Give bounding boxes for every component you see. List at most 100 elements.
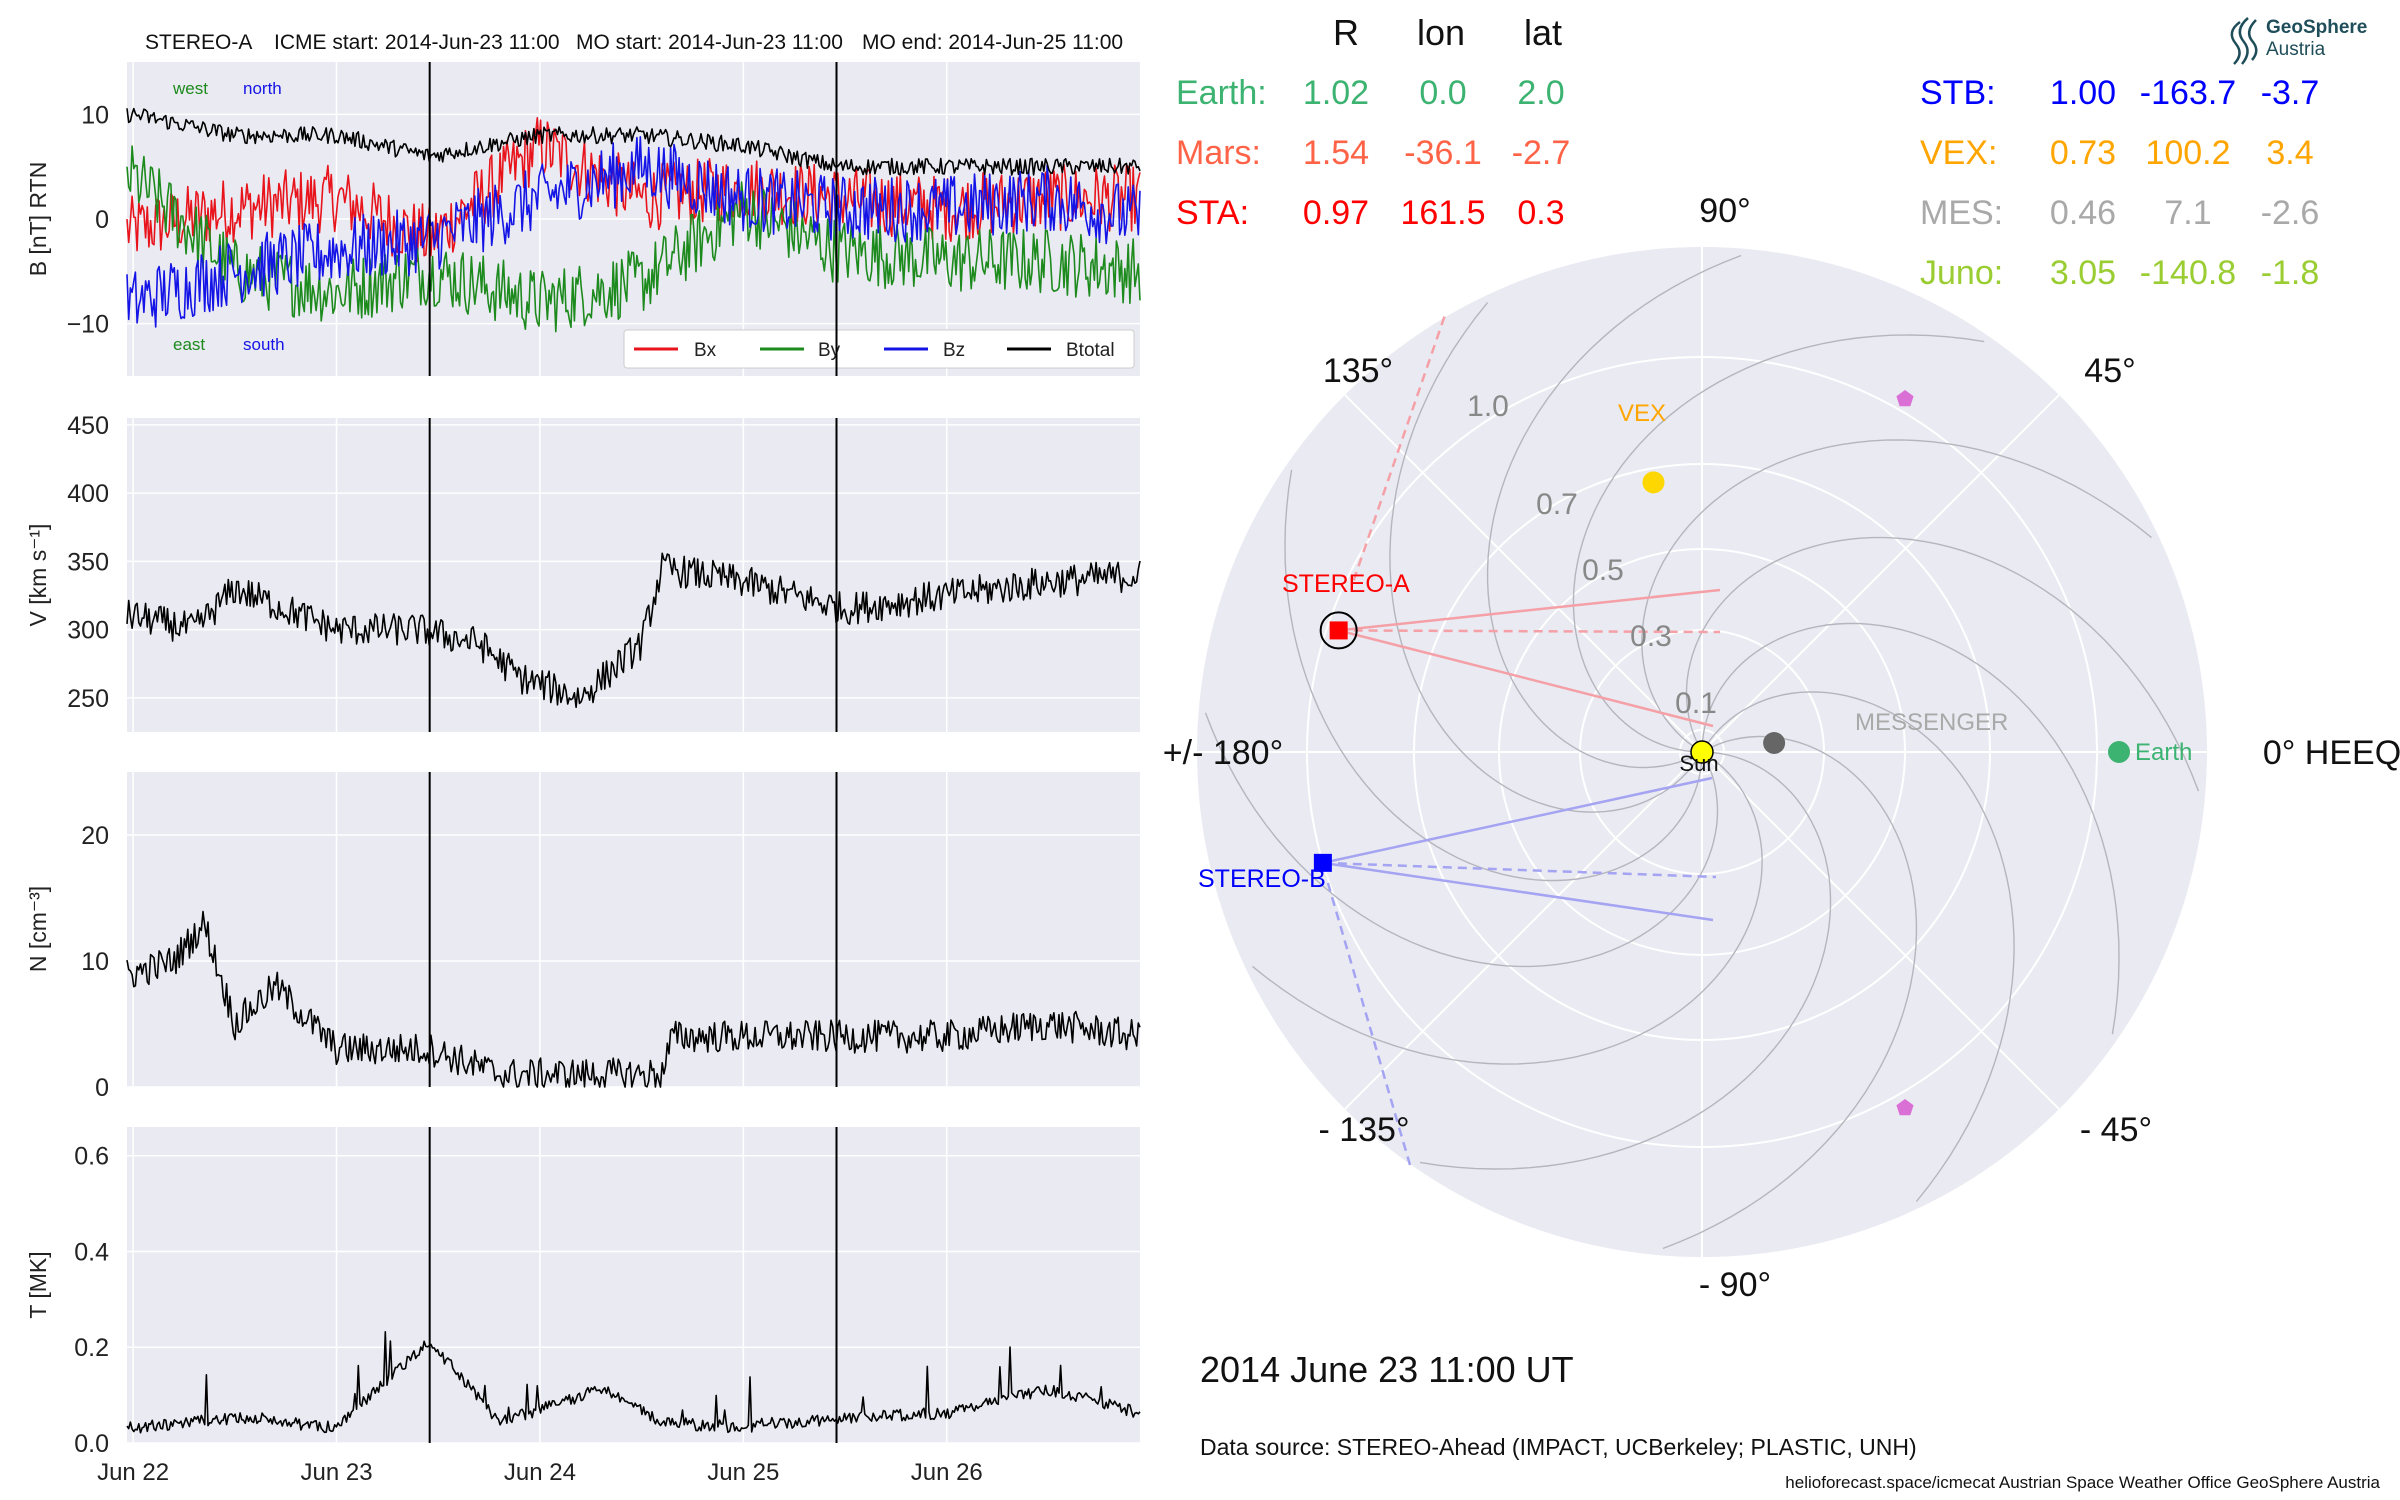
polar-marks <box>1313 314 2131 1166</box>
body-label-stereo-a: STEREO-A <box>1282 570 1410 598</box>
messenger-marker <box>1763 732 1786 755</box>
row-name: STB: <box>1920 74 1996 112</box>
label-north: north <box>243 79 282 98</box>
row-lat: 3.4 <box>2266 134 2313 172</box>
angle-label-0-heeq: 0° HEEQ <box>2263 734 2400 772</box>
x-tick-label: Jun 22 <box>97 1459 169 1486</box>
parker-spiral <box>1252 756 1763 1065</box>
y-tick-label: 10 <box>81 101 109 129</box>
row-r: 1.54 <box>1303 134 1369 172</box>
polar-spoke <box>1344 751 1703 1110</box>
b-legend: Bx By Bz Btotal <box>623 329 1135 369</box>
angle-label-minus90: - 90° <box>1699 1266 1771 1304</box>
y-tick-label: 20 <box>81 822 109 850</box>
stb-line-dashed <box>1322 861 1717 879</box>
y-tick-label: 0.0 <box>74 1430 109 1458</box>
legend-label-by: By <box>818 340 841 361</box>
stb-spiral-dashed <box>1326 882 1412 1166</box>
row-r: 1.02 <box>1303 74 1369 112</box>
angle-label-minus135: - 135° <box>1318 1111 1409 1149</box>
positions-table: R lon lat Earth: 1.02 0.0 2.0 Mars: 1.54… <box>1176 12 2319 292</box>
row-lat: -2.7 <box>1512 134 1571 172</box>
row-name: VEX: <box>1920 134 1997 172</box>
header-mo-start: MO start: 2014-Jun-23 11:00 <box>576 31 843 54</box>
parker-spiral <box>1204 712 1719 968</box>
header-spacecraft: STEREO-A <box>145 31 252 54</box>
sta-line-lower <box>1338 629 1714 728</box>
angle-label-90: 90° <box>1699 192 1750 230</box>
series-line-t <box>126 1331 1141 1434</box>
parker-spiral <box>1389 302 1698 813</box>
sta-line-upper <box>1338 588 1721 632</box>
parker-spiral <box>1419 751 1832 1170</box>
label-south: south <box>243 335 285 354</box>
event-lines <box>428 62 838 1443</box>
legend-label-bz: Bz <box>943 340 965 361</box>
row-lon: 100.2 <box>2145 134 2230 172</box>
legend-box <box>623 329 1135 369</box>
y-tick-label: 250 <box>67 685 109 713</box>
stb-line-lower <box>1322 861 1714 922</box>
series-line-bz <box>126 136 1141 328</box>
row-earth: Earth: 1.02 0.0 2.0 <box>1176 74 1565 112</box>
logo-line1: GeoSphere <box>2266 17 2367 38</box>
panel-v-background <box>127 418 1140 732</box>
row-r: 0.46 <box>2050 194 2116 232</box>
panel-n-background <box>127 772 1140 1087</box>
credits: helioforecast.space/icmecat Austrian Spa… <box>1785 1473 2380 1492</box>
logo-swirl-icon <box>2230 17 2258 65</box>
y-tick-label: 300 <box>67 617 109 645</box>
angle-label-135: 135° <box>1323 352 1393 390</box>
parker-spiral <box>1701 622 2120 1035</box>
parker-spiral <box>1486 254 1742 769</box>
radial-label-05: 0.5 <box>1582 554 1624 587</box>
panel-b-ylabel: B [nT] RTN <box>25 162 51 277</box>
parker-spiral <box>1706 691 2015 1202</box>
radial-label-03: 0.3 <box>1630 620 1672 653</box>
y-tick-label: 0 <box>95 1074 109 1102</box>
row-lat: 0.3 <box>1517 194 1564 232</box>
row-lon: 0.0 <box>1419 74 1466 112</box>
row-r: 0.97 <box>1303 194 1369 232</box>
row-name: STA: <box>1176 194 1249 232</box>
series-line-v <box>126 552 1141 709</box>
panel-t-background <box>127 1127 1140 1443</box>
x-tick-label: Jun 25 <box>707 1459 779 1486</box>
radial-label-10: 1.0 <box>1467 390 1509 423</box>
header-lon: lon <box>1417 12 1465 53</box>
panel-n-yticks: 20 10 0 <box>81 822 109 1102</box>
body-label-earth: Earth <box>2135 739 2192 766</box>
panel-n-ylabel: N [cm⁻³] <box>25 886 51 972</box>
row-lon: -140.8 <box>2140 254 2236 292</box>
row-lon: -163.7 <box>2140 74 2236 112</box>
row-lat: 2.0 <box>1517 74 1564 112</box>
row-lon: -36.1 <box>1404 134 1482 172</box>
header-mo-end: MO end: 2014-Jun-25 11:00 <box>862 31 1123 54</box>
panel-n-grid <box>127 772 1140 1088</box>
series-line-by <box>126 145 1141 333</box>
geosphere-logo: GeoSphere Austria <box>2230 17 2367 65</box>
panel-v: 450 400 350 300 250 V [km s⁻¹] <box>25 412 1141 732</box>
panel-b: 100−10 B [nT] RTN west north east south … <box>25 62 1141 376</box>
y-tick-label: 0.6 <box>74 1143 109 1171</box>
parker-spiral <box>1685 536 2200 792</box>
header-r: R <box>1333 12 1359 53</box>
y-tick-label: 450 <box>67 412 109 440</box>
y-tick-label: 350 <box>67 548 109 576</box>
legend-label-btotal: Btotal <box>1066 340 1115 361</box>
parker-spiral <box>1641 439 2152 748</box>
panel-v-series <box>126 552 1141 709</box>
radial-label-07: 0.7 <box>1536 488 1578 521</box>
polar-spoke <box>1701 394 2060 753</box>
panel-t-grid <box>127 1127 1140 1444</box>
row-mars: Mars: 1.54 -36.1 -2.7 <box>1176 134 1570 172</box>
row-juno: Juno: 3.05 -140.8 -1.8 <box>1920 254 2319 292</box>
series-line-btotal <box>126 107 1141 176</box>
row-name: MES: <box>1920 194 2003 232</box>
panel-n: 20 10 0 N [cm⁻³] <box>25 772 1141 1102</box>
y-tick-label: 400 <box>67 480 109 508</box>
sun-marker <box>1690 740 1714 764</box>
angle-label-45: 45° <box>2084 352 2135 390</box>
parker-spiral <box>1572 334 1985 753</box>
